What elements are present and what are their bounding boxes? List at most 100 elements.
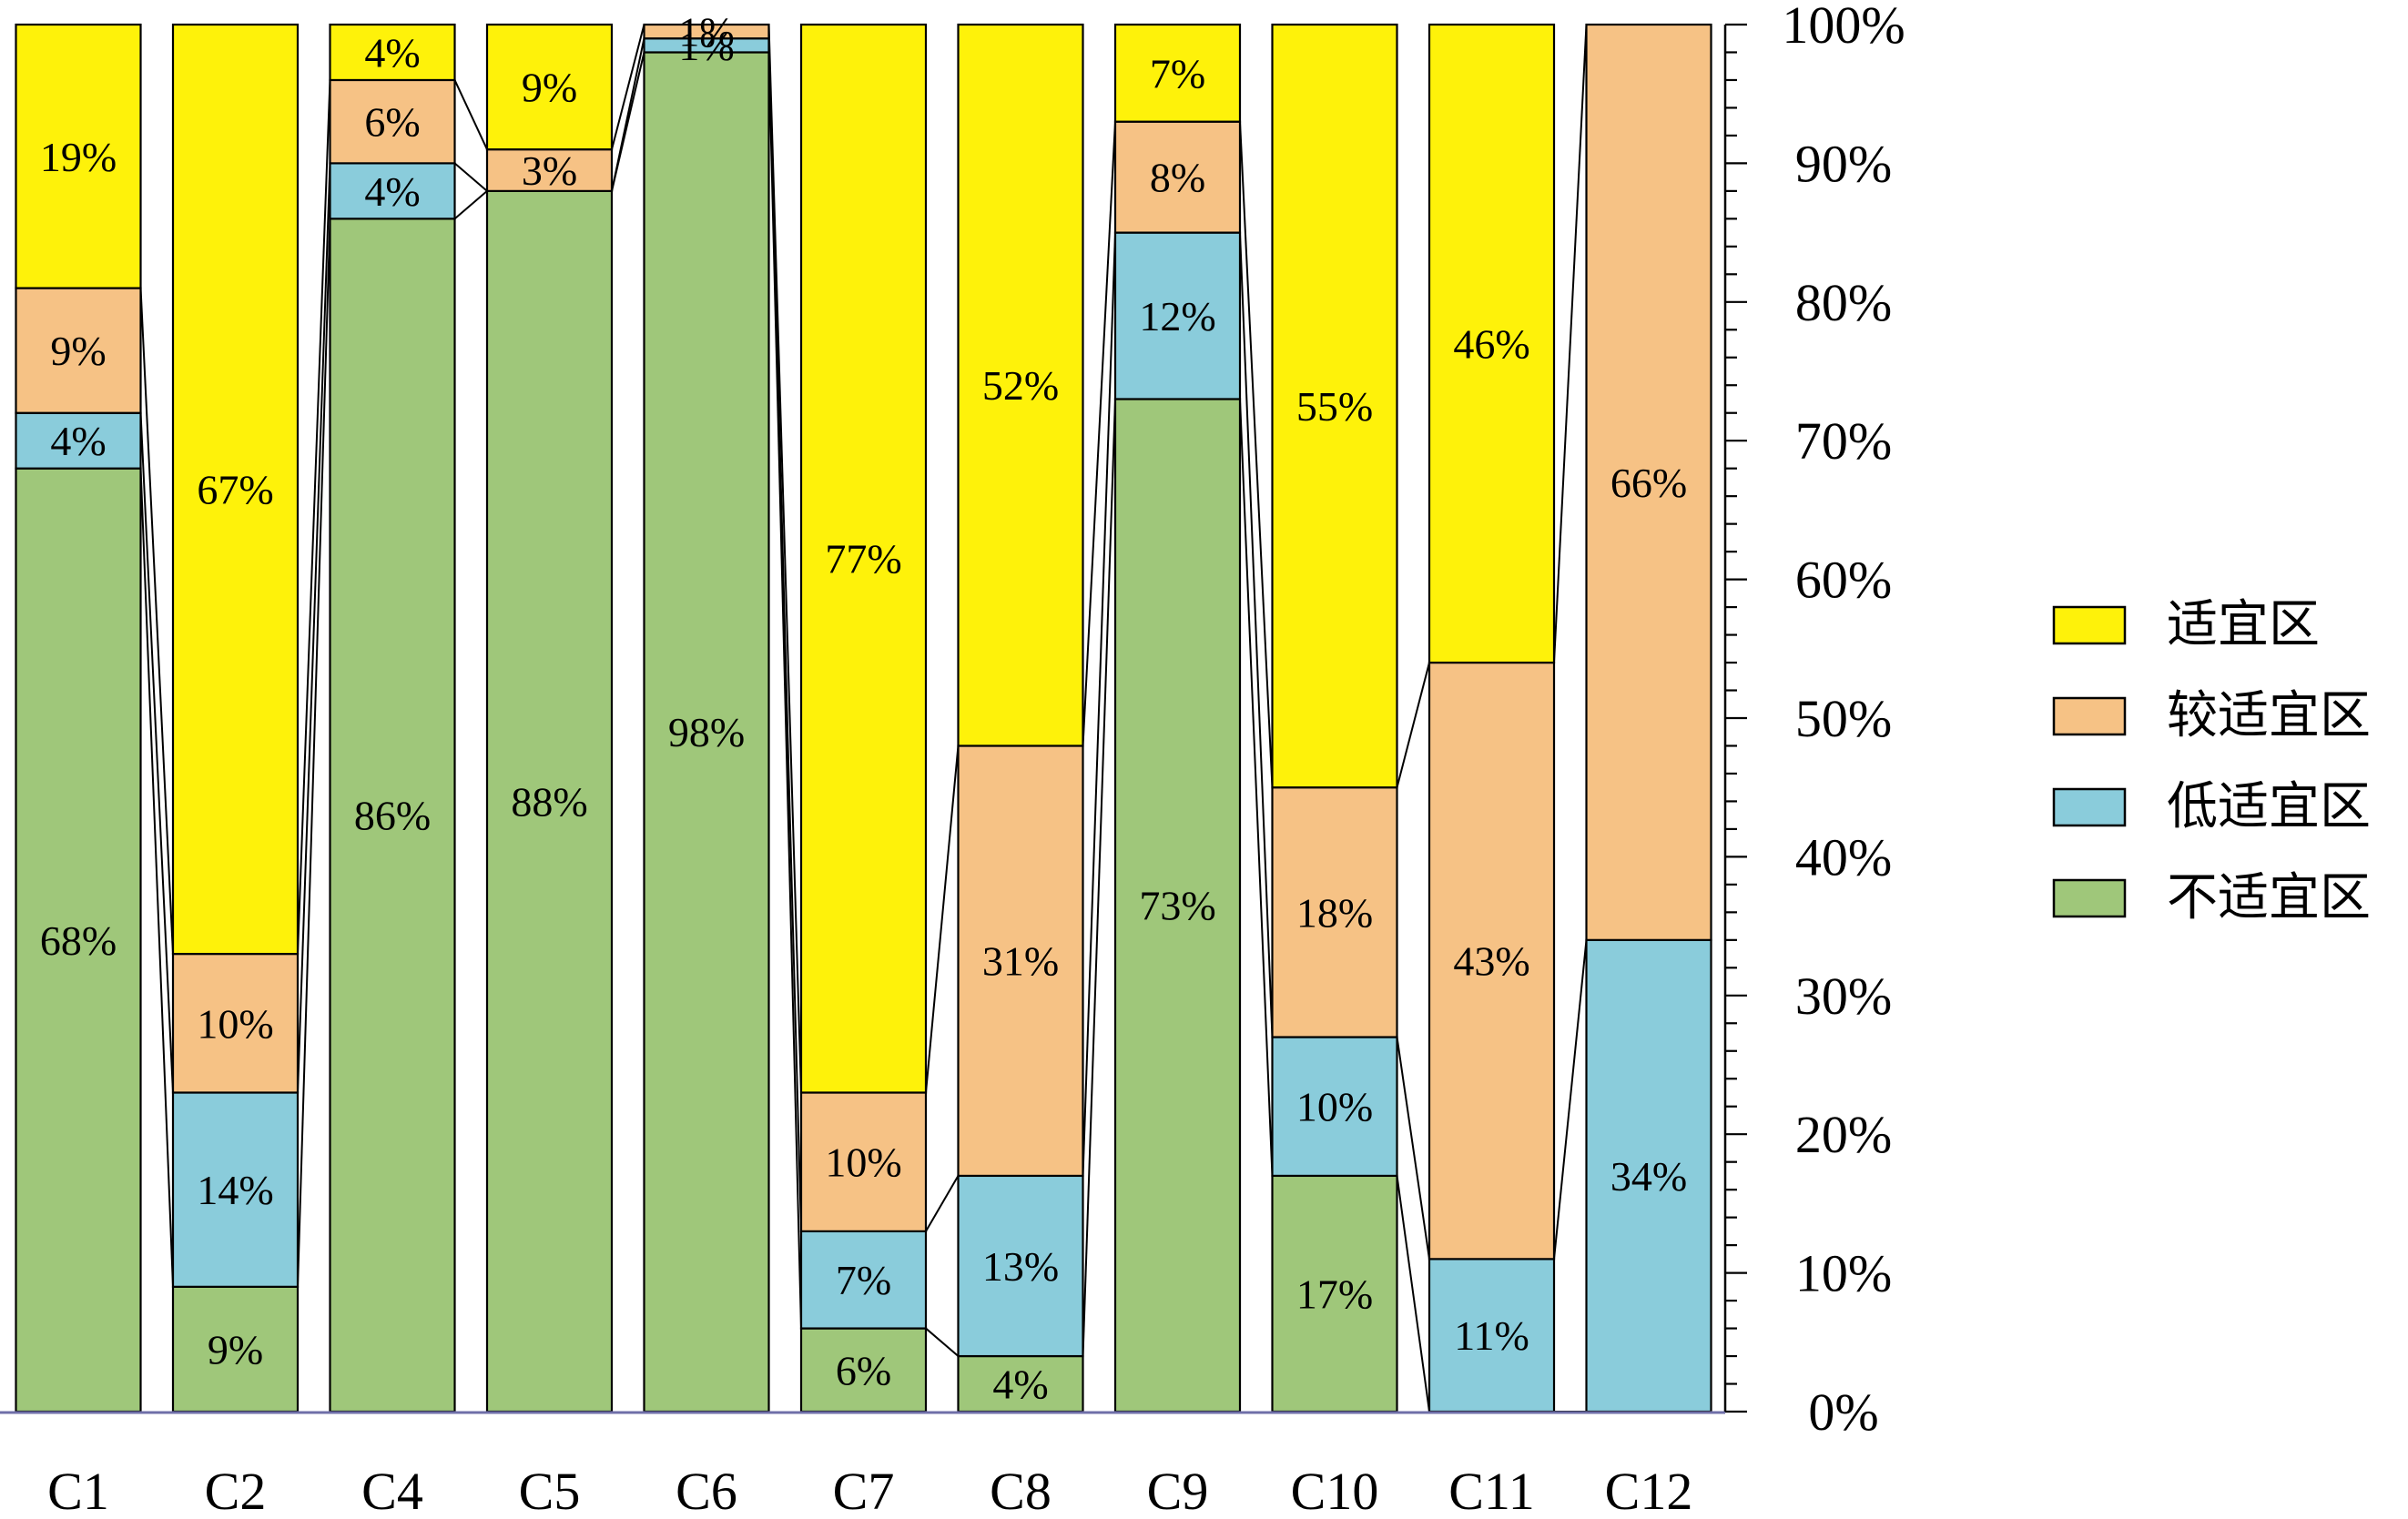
category-label-C5: C5 [519,1462,581,1514]
bar-segment-C1-2 [15,411,142,470]
connector-line-10-2 [1553,939,1588,1260]
connector-line-1-2 [139,412,174,1093]
data-label-C6-3: 1% [678,9,734,56]
data-label-C11-3: 43% [1453,938,1529,985]
data-label-C7-4: 77% [825,536,901,582]
connector-line-10-3 [1553,24,1588,663]
bar-segment-C2-4 [171,23,300,956]
data-label-C10-3: 18% [1296,889,1373,936]
connector-line-6-3 [925,745,960,1093]
data-label-C10-1: 17% [1296,1271,1373,1317]
data-label-C4-4: 4% [364,29,420,76]
bar-segment-C4-2 [329,162,456,220]
category-label-C8: C8 [990,1462,1052,1514]
connector-line-9-3 [1396,662,1430,788]
data-label-C6-1: 98% [668,709,745,755]
bar-segment-C11-4 [1428,23,1556,664]
y-tick-label: 70% [1795,411,1892,471]
legend-label-4: 不适宜区 [2167,870,2371,927]
category-label-C10: C10 [1291,1462,1379,1514]
data-label-C2-2: 14% [197,1167,273,1213]
y-tick-label: 10% [1795,1244,1892,1303]
data-label-C5-3: 3% [522,147,577,194]
data-label-C1-1: 68% [40,917,117,964]
data-label-C5-4: 9% [522,65,577,111]
category-label-C7: C7 [833,1462,895,1514]
connector-line-2-3 [297,79,331,955]
data-label-C6-2: 1% [678,23,734,69]
bar-segment-C8-1 [957,1354,1084,1413]
data-label-C7-2: 7% [836,1257,891,1303]
y-tick-label: 80% [1795,273,1892,332]
data-label-C2-3: 10% [197,1000,273,1047]
connector-line-8-2 [1239,232,1274,1038]
y-tick-label: 20% [1795,1105,1892,1164]
bar-segment-C9-2 [1113,231,1242,400]
data-label-C7-3: 10% [825,1139,901,1186]
data-label-C10-2: 10% [1296,1084,1373,1130]
data-label-C9-1: 73% [1139,883,1215,929]
y-tick-label: 90% [1795,134,1892,193]
bar-segment-C8-2 [957,1174,1084,1358]
data-label-C4-2: 4% [364,168,420,215]
connector-line-6-1 [925,1327,960,1357]
data-label-C11-2: 11% [1454,1312,1529,1359]
connector-line-5-3 [767,24,802,1093]
bar-segment-C10-3 [1271,786,1398,1038]
category-label-C9: C9 [1147,1462,1209,1514]
bar-segment-C7-3 [799,1091,928,1232]
connector-line-7-1 [1082,399,1116,1357]
category-label-C6: C6 [676,1462,737,1514]
category-label-C11: C11 [1448,1462,1535,1514]
connector-line-2-2 [297,163,331,1093]
bar-segment-C4-3 [329,78,456,165]
connector-line-1-1 [139,468,174,1287]
data-label-C1-2: 4% [50,418,106,464]
data-label-C9-2: 12% [1139,293,1215,339]
x-axis-categories: C1 C2 C4 C5 C6 C7 C8 C9 C10 C11 C12 [47,1462,1693,1519]
data-label-C7-1: 6% [836,1347,891,1393]
connector-line-6-2 [925,1175,960,1232]
data-label-C12-3: 66% [1610,460,1687,506]
data-label-C12-2: 34% [1610,1153,1687,1200]
connector-line-3-2 [453,162,488,192]
bar-segment-C7-1 [799,1327,928,1413]
y-tick-label: 50% [1795,689,1892,748]
data-label-C1-4: 19% [40,134,117,180]
bar-segment-C10-2 [1271,1036,1398,1178]
bar-segment-C7-4 [799,23,928,1094]
y-tick-label: 30% [1795,967,1892,1026]
connector-line-1-3 [139,288,174,955]
y-tick-label: 60% [1795,551,1892,610]
connector-line-8-3 [1239,121,1274,788]
bar-segment-C4-4 [329,23,456,82]
connector-line-4-2 [611,38,645,192]
category-label-C12: C12 [1605,1462,1693,1514]
bar-segment-C1-1 [15,467,142,1413]
data-label-C5-1: 88% [511,778,587,825]
connector-line-3-3 [453,79,488,150]
bar-segment-C9-1 [1113,398,1242,1413]
data-label-C1-3: 9% [50,328,106,374]
connector-line-8-1 [1239,399,1274,1176]
connector-line-9-2 [1396,1037,1430,1260]
y-tick-label: 100% [1782,0,1905,55]
connector-line-2-1 [297,218,331,1287]
data-label-C8-1: 4% [992,1362,1048,1408]
y-tick-label: 0% [1808,1382,1878,1442]
connector-line-7-3 [1082,121,1116,746]
bar-segment-C11-3 [1428,661,1556,1261]
data-label-C4-3: 6% [364,99,420,146]
data-label-C9-3: 8% [1150,155,1205,201]
connector-line-7-2 [1082,232,1116,1176]
data-label-C10-4: 55% [1296,383,1373,430]
y-tick-label: 40% [1795,827,1892,886]
legend-label-2: 较适宜区 [2167,688,2371,744]
connector-line-3-1 [453,190,488,220]
bar-segment-C10-4 [1271,23,1398,789]
legend-swatch-1 [2052,605,2127,645]
data-label-C8-3: 31% [982,938,1059,985]
